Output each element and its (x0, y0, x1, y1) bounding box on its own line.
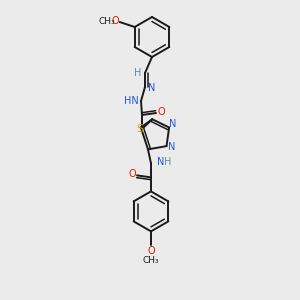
Text: S: S (136, 124, 143, 134)
Text: H: H (164, 158, 172, 167)
Text: N: N (148, 83, 156, 93)
Text: H: H (134, 68, 142, 78)
Text: HN: HN (124, 96, 138, 106)
Text: O: O (147, 246, 155, 256)
Text: O: O (157, 107, 165, 117)
Text: N: N (157, 158, 165, 167)
Text: CH₃: CH₃ (98, 16, 115, 26)
Text: N: N (168, 142, 175, 152)
Text: O: O (128, 169, 136, 179)
Text: N: N (169, 119, 177, 130)
Text: CH₃: CH₃ (143, 256, 159, 265)
Text: O: O (112, 16, 119, 26)
